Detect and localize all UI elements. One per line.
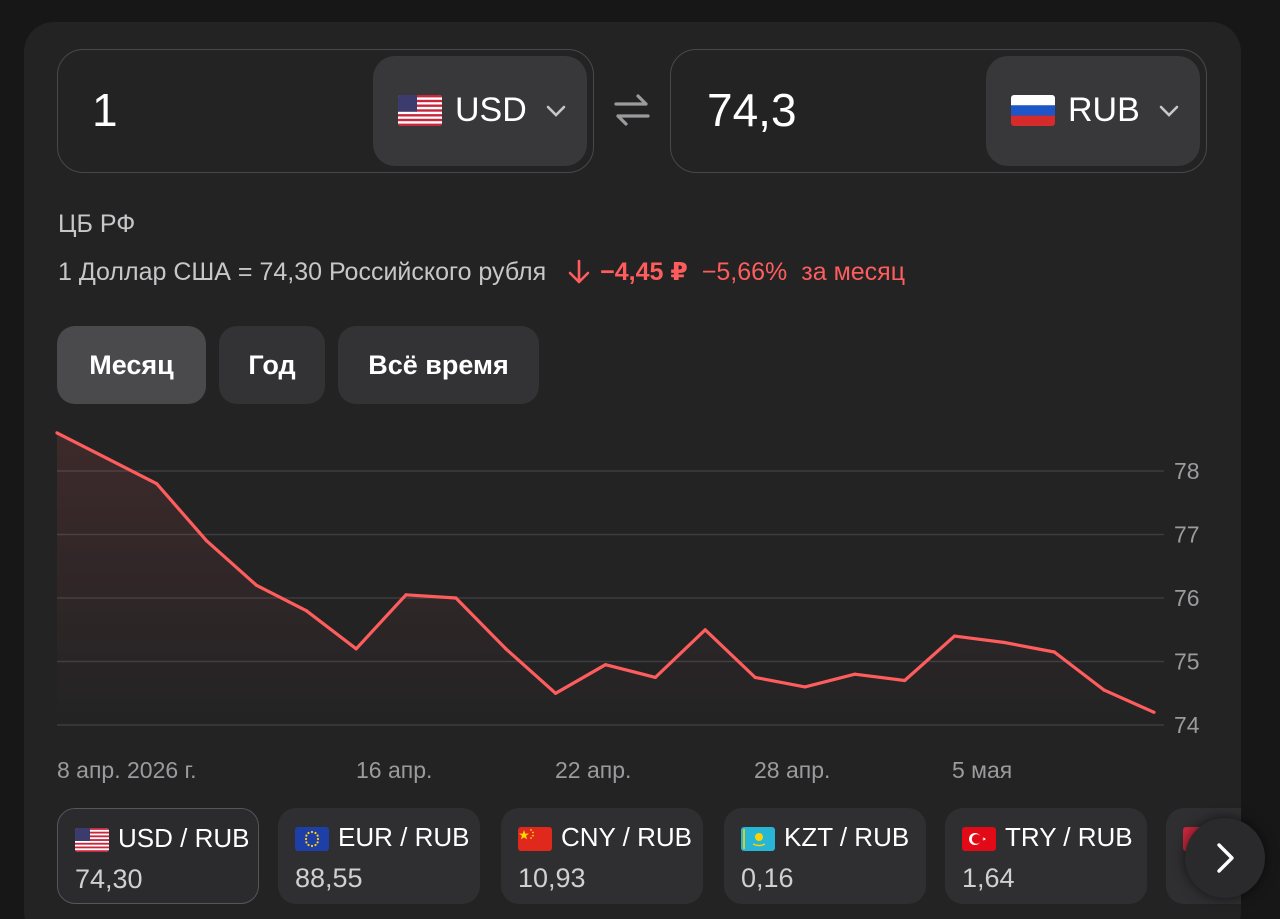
chart-point (304, 609, 308, 613)
tr-flag-icon (962, 827, 996, 851)
chart-point (504, 647, 508, 651)
kz-flag-icon (741, 827, 775, 851)
chevron-down-icon (546, 105, 566, 117)
cn-flag-icon (518, 827, 552, 851)
to-currency-box: RUB (670, 49, 1207, 173)
change-percent: −5,66% (701, 257, 788, 286)
arrow-down-icon (568, 259, 590, 284)
chart-y-axis: 78 77 76 75 74 (1174, 458, 1200, 738)
ticker-usd-rub[interactable]: USD / RUB 74,30 (57, 808, 259, 904)
rate-chart: 78 77 76 75 74 8 апр. 2026 г. 16 апр. 22 апр. 2… (55, 431, 1200, 783)
chart-point (703, 628, 707, 632)
rate-source: ЦБ РФ (58, 210, 136, 238)
x-tick-label: 8 апр. 2026 г. (57, 757, 197, 783)
tab-month[interactable]: Месяц (57, 326, 206, 404)
y-tick-label: 75 (1174, 649, 1200, 675)
chart-point (404, 593, 408, 597)
x-tick-label: 22 апр. (555, 757, 631, 783)
chart-point (155, 482, 159, 486)
next-tickers-button[interactable] (1185, 818, 1265, 898)
x-tick-label: 16 апр. (356, 757, 432, 783)
ticker-pair: USD / RUB (118, 823, 250, 853)
chart-x-axis: 8 апр. 2026 г. 16 апр. 22 апр. 28 апр. 5 мая (57, 757, 1012, 783)
ticker-value: 1,64 (962, 863, 1015, 893)
eu-flag-icon (295, 827, 329, 851)
ticker-cny-rub[interactable]: CNY / RUB 10,93 (501, 808, 703, 904)
swap-icon[interactable] (612, 92, 652, 128)
ticker-pair: KZT / RUB (784, 822, 910, 852)
ticker-pair: EUR / RUB (338, 822, 470, 852)
chart-point (205, 539, 209, 543)
from-currency-box: USD (57, 49, 594, 173)
ticker-value: 88,55 (295, 863, 363, 893)
us-flag-icon (75, 828, 109, 852)
y-tick-label: 78 (1174, 458, 1200, 484)
chart-point (1052, 650, 1056, 654)
chart-points (55, 431, 1156, 714)
to-currency-select[interactable]: RUB (986, 56, 1200, 166)
chart-point (952, 634, 957, 638)
from-amount-input[interactable] (92, 80, 352, 140)
chart-point (603, 663, 608, 667)
y-tick-label: 77 (1174, 522, 1200, 548)
ticker-eur-rub[interactable]: EUR / RUB 88,55 (278, 808, 480, 904)
chart-point (254, 583, 259, 587)
x-tick-label: 5 мая (952, 757, 1012, 783)
ru-flag-icon (1011, 95, 1055, 126)
x-tick-label: 28 апр. (754, 757, 830, 783)
chart-point (105, 456, 109, 460)
rate-text: 1 Доллар США = 74,30 Российского рубля (58, 257, 547, 286)
chart-point (55, 431, 59, 435)
rate-summary: 1 Доллар США = 74,30 Российского рубля −… (58, 257, 905, 287)
currency-converter-card: USD RUB ЦБ РФ 1 Доллар США = 74,30 Росси… (24, 22, 1241, 919)
chart-point (753, 675, 757, 679)
ticker-pair: TRY / RUB (1005, 822, 1133, 852)
ticker-kzt-rub[interactable]: KZT / RUB 0,16 (724, 808, 926, 904)
chart-point (1102, 688, 1106, 692)
ticker-try-rub[interactable]: TRY / RUB 1,64 (945, 808, 1147, 904)
to-amount-input[interactable] (707, 80, 967, 140)
chart-point (803, 685, 807, 689)
chevron-down-icon (1159, 105, 1179, 117)
to-currency-code: RUB (1068, 91, 1140, 129)
chart-point (853, 672, 857, 676)
ticker-value: 74,30 (75, 864, 143, 894)
chart-point (653, 675, 658, 679)
us-flag-icon (398, 95, 442, 126)
tab-year[interactable]: Год (219, 326, 325, 404)
y-tick-label: 76 (1174, 585, 1200, 611)
from-currency-select[interactable]: USD (373, 56, 587, 166)
ticker-pair: CNY / RUB (561, 822, 692, 852)
chevron-right-icon (1217, 843, 1234, 873)
chart-point (1152, 710, 1156, 714)
change-absolute: −4,45 ₽ (600, 258, 688, 286)
chart-point (354, 647, 358, 651)
y-tick-label: 74 (1174, 712, 1200, 738)
tab-all-time[interactable]: Всё время (338, 326, 539, 404)
change-period: за месяц (801, 257, 906, 286)
chart-point (554, 691, 558, 695)
ticker-value: 0,16 (741, 863, 794, 893)
chart-point (903, 678, 907, 683)
ticker-value: 10,93 (518, 863, 586, 893)
from-currency-code: USD (455, 91, 527, 129)
chart-area-fill (57, 432, 1154, 727)
chart-point (454, 596, 458, 600)
chart-point (1002, 640, 1007, 645)
trend-down-indicator: −4,45 ₽ −5,66% за месяц (568, 257, 905, 287)
